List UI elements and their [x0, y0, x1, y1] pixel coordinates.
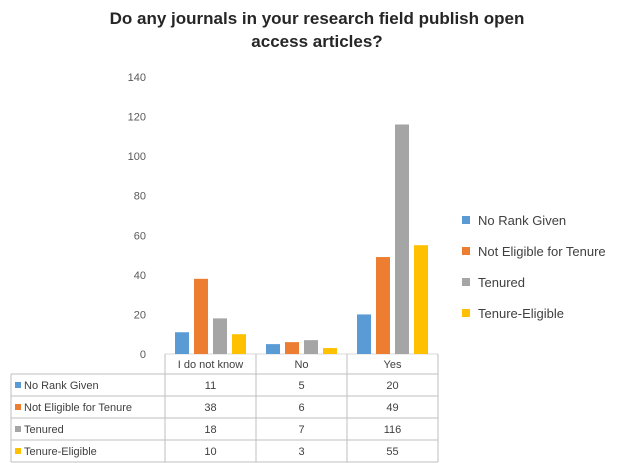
y-tick-label: 0: [140, 349, 146, 361]
legend-swatch: [462, 309, 470, 317]
bar-no-rank-given-no: [266, 344, 280, 354]
y-tick-label: 100: [128, 151, 146, 163]
table-row-swatch: [15, 448, 21, 454]
table-cell-value: 7: [298, 424, 304, 436]
y-tick-label: 20: [134, 309, 146, 321]
bar-not-eligible-for-tenure-no: [285, 342, 299, 354]
chart-title-line-2: access articles?: [251, 32, 382, 51]
table-row-swatch: [15, 404, 21, 410]
plot-area: 0 20 40 60 80 100 120 140: [128, 72, 438, 361]
bar-tenure-eligible-no: [323, 348, 337, 354]
table-cell-value: 11: [205, 380, 216, 392]
y-tick-label: 120: [128, 112, 146, 124]
legend-label: No Rank Given: [478, 213, 566, 228]
legend-swatch: [462, 216, 470, 224]
data-table: I do not know No Yes No Rank Given 11 5 20 Not …: [10, 354, 439, 463]
legend: No Rank Given Not Eligible for Tenure Tenu…: [462, 213, 606, 321]
table-cell-value: 6: [298, 402, 304, 414]
legend-label: Not Eligible for Tenure: [478, 244, 606, 259]
bar-no-rank-given-yes: [357, 314, 371, 354]
x-tick-label: I do not know: [178, 359, 243, 371]
bar-tenured-yes: [395, 124, 409, 354]
table-row-label: Not Eligible for Tenure: [24, 402, 132, 414]
table-cell-value: 116: [384, 424, 402, 436]
bar-no-rank-given-i-do-not-know: [175, 332, 189, 354]
y-tick-label: 60: [134, 230, 146, 242]
legend-label: Tenure-Eligible: [478, 306, 564, 321]
legend-swatch: [462, 278, 470, 286]
y-tick-label: 40: [134, 270, 146, 282]
table-cell-value: 49: [386, 402, 398, 414]
table-row-label: Tenure-Eligible: [24, 446, 97, 458]
x-tick-label: No: [294, 359, 308, 371]
legend-swatch: [462, 247, 470, 255]
bar-not-eligible-for-tenure-i-do-not-know: [194, 278, 208, 354]
chart-title-line-1: Do any journals in your research field p…: [110, 9, 525, 28]
table-row-swatch: [15, 426, 21, 432]
table-row-label: Tenured: [24, 424, 64, 436]
bar-not-eligible-for-tenure-yes: [376, 257, 390, 354]
y-tick-label: 80: [134, 191, 146, 203]
table-cell-value: 5: [298, 380, 304, 392]
table-cell-value: 10: [204, 446, 216, 458]
bar-tenure-eligible-i-do-not-know: [232, 334, 246, 354]
table-cell-value: 18: [204, 424, 216, 436]
table-cell-value: 38: [204, 402, 216, 414]
table-cell-value: 3: [298, 446, 304, 458]
bar-tenure-eligible-yes: [414, 245, 428, 354]
x-tick-label: Yes: [384, 359, 402, 371]
table-cell-value: 55: [386, 446, 398, 458]
y-tick-label: 140: [128, 72, 146, 84]
table-row-label: No Rank Given: [24, 380, 99, 392]
legend-label: Tenured: [478, 275, 525, 290]
bar-tenured-no: [304, 340, 318, 354]
table-cell-value: 20: [386, 380, 398, 392]
bar-tenured-i-do-not-know: [213, 318, 227, 354]
table-row-swatch: [15, 382, 21, 388]
